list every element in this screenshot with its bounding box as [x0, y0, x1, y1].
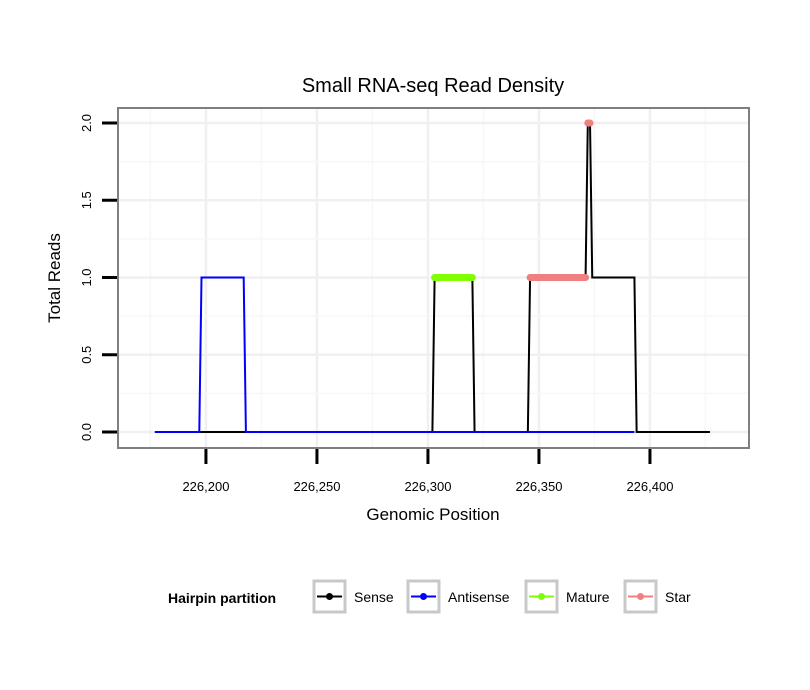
legend-key-point	[637, 593, 644, 600]
series-layer	[117, 107, 750, 449]
x-tick-label: 226,300	[404, 479, 451, 494]
legend-key-point	[326, 593, 333, 600]
legend-key-point	[538, 593, 545, 600]
x-axis: 226,200 226,250 226,300 226,350 226,400	[182, 449, 673, 494]
x-tick-label: 226,350	[515, 479, 562, 494]
legend-label-star: Star	[665, 589, 691, 605]
x-tick-label: 226,250	[293, 479, 340, 494]
y-tick-label: 0.0	[79, 423, 94, 441]
legend: Hairpin partition Sense Antisense Mature St…	[168, 579, 691, 614]
x-tick-label: 226,200	[182, 479, 229, 494]
y-tick-label: 1.5	[79, 191, 94, 209]
chart-title: Small RNA-seq Read Density	[302, 75, 564, 97]
plot-border	[117, 107, 750, 449]
legend-label-mature: Mature	[566, 589, 610, 605]
series-line-antisense	[154, 276, 635, 433]
legend-key-point	[420, 593, 427, 600]
y-axis-title: Total Reads	[45, 233, 64, 323]
x-tick-label: 226,400	[626, 479, 673, 494]
legend-title: Hairpin partition	[168, 590, 276, 606]
y-tick-label: 2.0	[79, 114, 94, 132]
y-tick-label: 0.5	[79, 346, 94, 364]
legend-label-antisense: Antisense	[448, 589, 510, 605]
legend-label-sense: Sense	[354, 589, 394, 605]
y-axis: 0.0 0.5 1.0 1.5 2.0	[79, 114, 117, 441]
y-tick-label: 1.0	[79, 268, 94, 286]
x-axis-title: Genomic Position	[366, 505, 499, 524]
